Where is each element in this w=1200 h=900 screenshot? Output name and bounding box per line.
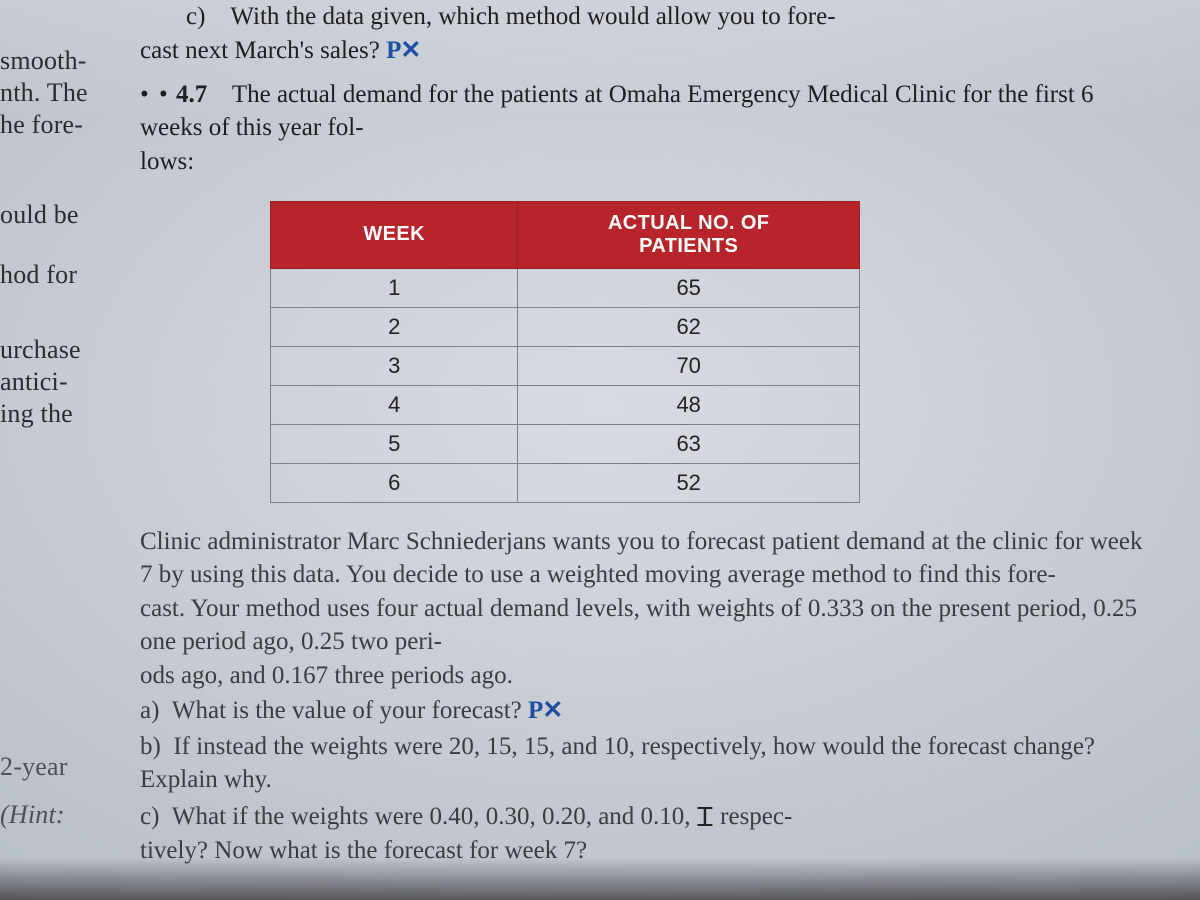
demand-table: WEEK ACTUAL NO. OFPATIENTS 1 65 2 62 3 xyxy=(270,201,860,503)
question-c: c) What if the weights were 0.40, 0.30, … xyxy=(140,799,1160,867)
problem-text: The actual demand for the patients at Om… xyxy=(140,81,1094,176)
left-fragment: nth. The xyxy=(0,78,88,108)
left-fragment: ing the xyxy=(0,399,73,429)
table-row: 5 63 xyxy=(271,424,860,463)
cell-patients: 70 xyxy=(518,346,860,385)
demand-table-wrap: WEEK ACTUAL NO. OFPATIENTS 1 65 2 62 3 xyxy=(270,201,1160,503)
cell-week: 6 xyxy=(271,463,518,502)
cell-patients: 63 xyxy=(518,424,860,463)
cell-week: 3 xyxy=(271,346,518,385)
table-row: 2 62 xyxy=(271,307,860,346)
table-row: 1 65 xyxy=(271,268,860,307)
cell-patients: 65 xyxy=(518,268,860,307)
col-header-week: WEEK xyxy=(271,201,518,268)
px-icon: P✕ xyxy=(528,697,562,724)
col-header-patients: ACTUAL NO. OFPATIENTS xyxy=(518,201,860,268)
question-a-text: a) What is the value of your forecast? xyxy=(140,697,522,724)
cell-patients: 48 xyxy=(518,385,860,424)
cell-week: 1 xyxy=(271,268,518,307)
left-fragment: hod for xyxy=(0,260,77,290)
left-fragment: ould be xyxy=(0,200,79,230)
left-fragment-hint: (Hint: xyxy=(0,800,65,830)
cell-week: 5 xyxy=(271,424,518,463)
cell-patients: 52 xyxy=(518,463,860,502)
left-fragment: urchase xyxy=(0,335,81,365)
main-column: c) With the data given, which method wou… xyxy=(140,0,1160,867)
left-fragment: 2-year xyxy=(0,752,68,782)
intro-part-c: c) With the data given, which method wou… xyxy=(140,0,1160,68)
table-row: 4 48 xyxy=(271,385,860,424)
cell-week: 4 xyxy=(271,385,518,424)
question-b: b) If instead the weights were 20, 15, 1… xyxy=(140,730,1160,797)
question-a: a) What is the value of your forecast? P… xyxy=(140,694,1160,728)
problem-number: 4.7 xyxy=(176,81,207,108)
px-icon: P✕ xyxy=(386,37,420,64)
question-c-pre: c) What if the weights were 0.40, 0.30, … xyxy=(140,803,691,830)
intro-text: c) With the data given, which method wou… xyxy=(140,3,836,64)
textbook-page-photo: smooth- nth. The he fore- ould be hod fo… xyxy=(0,0,1200,900)
text-cursor-icon: Ꮖ xyxy=(697,801,714,836)
problem-body: Clinic administrator Marc Schniederjans … xyxy=(140,525,1160,693)
left-fragment: smooth- xyxy=(0,46,87,76)
table-row: 6 52 xyxy=(271,463,860,502)
cell-patients: 62 xyxy=(518,307,860,346)
problem-4-7-intro: • • 4.7 The actual demand for the patien… xyxy=(140,78,1160,179)
left-fragment: he fore- xyxy=(0,110,83,140)
table-row: 3 70 xyxy=(271,346,860,385)
left-fragment: antici- xyxy=(0,367,68,397)
cell-week: 2 xyxy=(271,307,518,346)
difficulty-dots: • • xyxy=(140,81,170,108)
